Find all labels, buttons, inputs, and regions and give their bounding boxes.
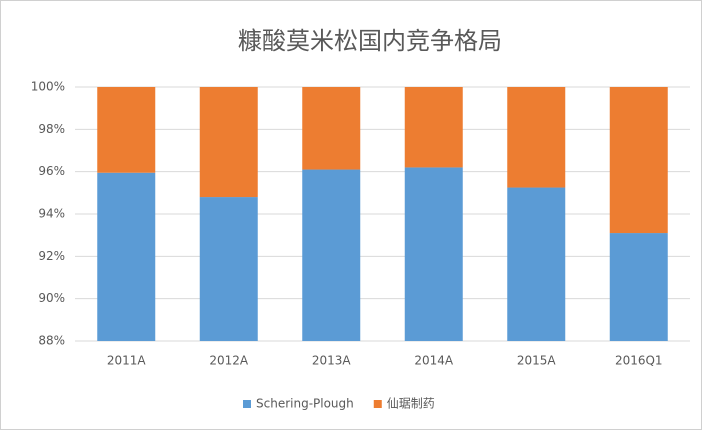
bar-segment — [302, 169, 361, 341]
bar-segment — [609, 233, 668, 341]
y-tick-label: 88% — [38, 334, 65, 348]
bar-segment — [199, 197, 258, 341]
bar-segment — [404, 87, 463, 168]
bar-segment — [97, 87, 156, 173]
bar-segment — [97, 172, 156, 341]
y-tick-label: 92% — [38, 249, 65, 263]
legend-swatch — [373, 400, 382, 408]
y-tick-label: 100% — [31, 80, 65, 94]
bar-segment — [302, 87, 361, 170]
chart-title: 糠酸莫米松国内竞争格局 — [238, 27, 502, 55]
x-tick-label: 2014A — [414, 354, 454, 368]
bar-segment — [507, 87, 566, 188]
y-tick-label: 90% — [38, 291, 65, 305]
x-tick-label: 2013A — [312, 354, 352, 368]
legend-label: Schering-Plough — [256, 397, 354, 411]
x-tick-label: 2012A — [209, 354, 249, 368]
y-tick-label: 96% — [38, 164, 65, 178]
x-tick-label: 2015A — [517, 354, 557, 368]
y-tick-label: 94% — [38, 207, 65, 221]
bar-segment — [507, 187, 566, 341]
bar-segment — [199, 87, 258, 198]
legend-swatch — [243, 400, 251, 408]
bar-segment — [404, 167, 463, 341]
y-tick-label: 98% — [38, 122, 65, 136]
bar-segment — [609, 87, 668, 234]
legend-label: 仙琚制药 — [387, 397, 435, 411]
x-tick-label: 2016Q1 — [615, 354, 663, 368]
x-tick-label: 2011A — [107, 354, 147, 368]
